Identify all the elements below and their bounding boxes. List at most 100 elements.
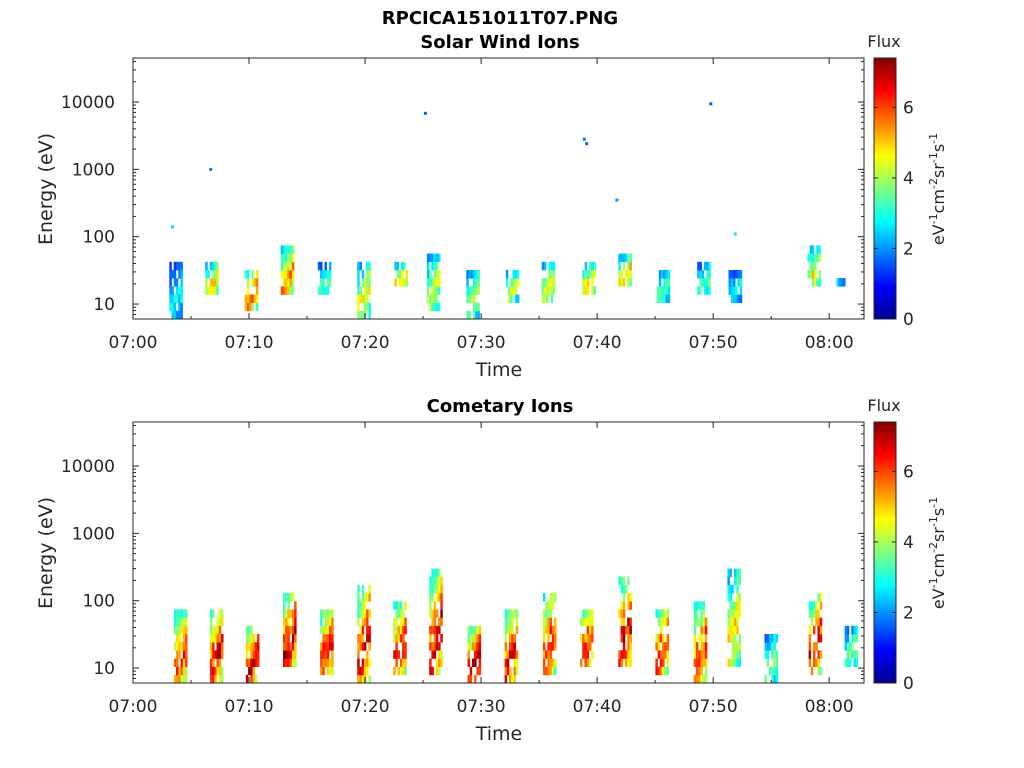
flux-cell	[813, 625, 816, 635]
flux-cell	[291, 625, 295, 635]
cometary-colorbar-label: eV-1cm-2sr-1s-1	[927, 497, 948, 609]
flux-cell	[542, 593, 546, 602]
flux-cell	[176, 658, 179, 667]
flux-cell	[550, 270, 554, 279]
flux-cell	[285, 245, 288, 254]
flux-cell	[287, 601, 290, 610]
flux-point	[733, 232, 737, 236]
flux-cell	[735, 286, 738, 295]
flux-cell	[212, 658, 215, 667]
flux-cell	[244, 294, 248, 303]
flux-cell	[586, 658, 590, 667]
flux-cell	[738, 634, 741, 643]
flux-cell	[738, 609, 741, 618]
flux-cell	[698, 658, 701, 667]
flux-cell	[426, 294, 430, 303]
flux-point	[709, 102, 713, 106]
flux-cell	[322, 278, 325, 287]
flux-cell	[467, 625, 470, 635]
flux-cell	[655, 609, 658, 618]
flux-cell	[548, 278, 551, 287]
flux-cell	[662, 609, 665, 618]
flux-cell	[402, 625, 405, 635]
flux-cell	[245, 674, 249, 684]
flux-cell	[473, 310, 476, 320]
flux-cell	[475, 302, 478, 312]
flux-cell	[291, 270, 295, 279]
flux-cell	[814, 278, 817, 287]
flux-cell	[618, 253, 621, 263]
flux-cell	[320, 270, 323, 279]
flux-point	[585, 142, 589, 146]
flux-cell	[216, 650, 219, 659]
flux-cell	[252, 658, 255, 667]
flux-cell	[853, 625, 856, 635]
flux-cell	[249, 302, 252, 312]
flux-cell	[657, 634, 661, 643]
flux-cell	[736, 625, 739, 635]
flux-cell	[363, 593, 367, 602]
flux-cell	[775, 674, 779, 684]
flux-cell	[207, 286, 210, 295]
flux-cell	[433, 642, 437, 651]
flux-cell	[326, 642, 330, 651]
flux-cell	[693, 642, 697, 651]
flux-cell	[431, 294, 434, 303]
flux-cell	[704, 617, 708, 627]
flux-cell	[545, 650, 548, 659]
flux-cell	[324, 625, 327, 635]
flux-cell	[322, 625, 325, 635]
flux-cell	[807, 253, 810, 263]
flux-cell	[708, 261, 711, 271]
flux-cell	[622, 625, 626, 635]
flux-cell	[433, 253, 436, 263]
flux-cell	[216, 658, 219, 667]
flux-cell	[814, 261, 817, 271]
solar-wind-y-label: Energy (eV)	[35, 133, 57, 245]
flux-cell	[666, 666, 670, 676]
flux-cell	[547, 642, 550, 651]
flux-cell	[511, 625, 514, 635]
flux-cell	[549, 601, 553, 610]
flux-cell	[771, 674, 774, 684]
flux-cell	[542, 666, 546, 676]
flux-cell	[730, 278, 734, 287]
flux-cell	[471, 634, 475, 643]
flux-cell	[209, 609, 213, 618]
flux-cell	[435, 634, 439, 643]
x-tick-label: 07:10	[225, 697, 274, 717]
flux-cell	[466, 310, 469, 320]
flux-cell	[331, 658, 334, 667]
flux-cell	[393, 634, 396, 643]
flux-cell	[285, 634, 288, 643]
flux-cell	[771, 634, 774, 643]
flux-cell	[173, 294, 177, 303]
flux-cell	[361, 310, 365, 320]
flux-cell	[548, 270, 551, 279]
flux-cell	[773, 658, 776, 667]
flux-cell	[764, 674, 767, 684]
flux-cell	[431, 650, 434, 659]
flux-cell	[178, 261, 181, 271]
flux-cell	[727, 584, 730, 594]
flux-cell	[359, 310, 362, 320]
flux-cell	[182, 642, 186, 651]
flux-cell	[176, 609, 179, 618]
flux-cell	[280, 261, 284, 271]
flux-cell	[366, 617, 369, 627]
flux-cell	[283, 609, 286, 618]
flux-cell	[586, 642, 590, 651]
flux-cell	[368, 261, 371, 271]
flux-cell	[515, 650, 519, 659]
flux-cell	[438, 270, 441, 279]
flux-cell	[216, 642, 219, 651]
flux-cell	[178, 634, 181, 643]
flux-cell	[704, 674, 708, 684]
flux-cell	[393, 625, 396, 635]
flux-cell	[844, 634, 848, 643]
flux-cell	[368, 286, 371, 295]
flux-cell	[402, 609, 405, 618]
y-tick-label: 100	[83, 228, 115, 248]
flux-cell	[582, 617, 585, 627]
flux-cell	[815, 642, 818, 651]
